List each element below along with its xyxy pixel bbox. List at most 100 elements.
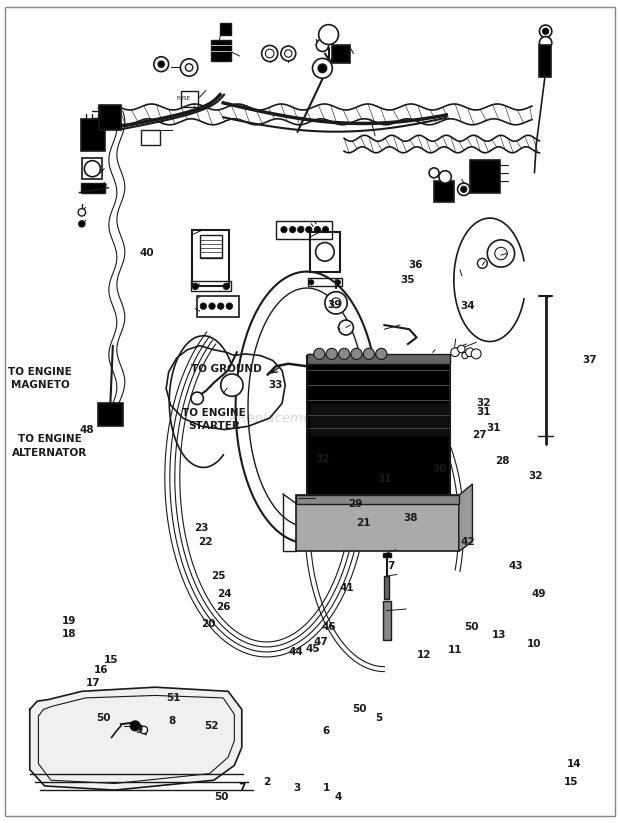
Circle shape xyxy=(221,374,243,397)
Bar xyxy=(296,495,459,551)
Bar xyxy=(383,601,391,640)
Text: FUSE: FUSE xyxy=(177,96,190,101)
Text: 27: 27 xyxy=(472,430,487,439)
Circle shape xyxy=(158,61,164,67)
Bar xyxy=(470,160,500,193)
Bar xyxy=(82,158,102,179)
Circle shape xyxy=(200,303,206,309)
Circle shape xyxy=(477,258,487,268)
Bar xyxy=(81,119,105,151)
Text: 42: 42 xyxy=(460,537,475,546)
Text: 11: 11 xyxy=(448,645,462,655)
Text: 15: 15 xyxy=(564,777,578,787)
Circle shape xyxy=(335,280,340,285)
Text: 14: 14 xyxy=(567,759,582,769)
Text: 5: 5 xyxy=(375,713,383,723)
Circle shape xyxy=(363,348,374,360)
Circle shape xyxy=(439,170,451,184)
Bar xyxy=(211,40,231,61)
Text: 19: 19 xyxy=(62,616,76,625)
Text: 35: 35 xyxy=(400,275,414,285)
Text: 10: 10 xyxy=(527,639,541,649)
Circle shape xyxy=(185,63,193,72)
Circle shape xyxy=(262,45,278,62)
Text: 34: 34 xyxy=(460,301,475,311)
Circle shape xyxy=(191,392,203,405)
Text: 29: 29 xyxy=(348,499,363,509)
Text: TO ENGINE
MAGNETO: TO ENGINE MAGNETO xyxy=(9,367,72,390)
Circle shape xyxy=(318,64,327,72)
Text: 50: 50 xyxy=(214,792,228,802)
Text: 31: 31 xyxy=(377,474,391,484)
Circle shape xyxy=(154,57,169,72)
Bar xyxy=(332,45,350,63)
Bar xyxy=(308,278,342,286)
Bar xyxy=(192,230,229,286)
Bar xyxy=(81,183,105,193)
Text: 7: 7 xyxy=(388,561,395,571)
Polygon shape xyxy=(459,484,472,551)
Circle shape xyxy=(298,226,304,233)
Circle shape xyxy=(339,348,350,360)
Circle shape xyxy=(495,247,507,260)
Circle shape xyxy=(312,58,332,78)
Text: 50: 50 xyxy=(96,713,110,723)
Bar xyxy=(276,221,332,239)
Bar xyxy=(310,403,448,436)
Polygon shape xyxy=(30,687,242,790)
Bar xyxy=(200,235,222,258)
Bar xyxy=(181,91,198,107)
Circle shape xyxy=(471,349,481,359)
Circle shape xyxy=(539,36,552,49)
Bar xyxy=(539,45,551,77)
Circle shape xyxy=(376,348,387,360)
Text: 4: 4 xyxy=(335,792,342,802)
Text: TO ENGINE
STARTER: TO ENGINE STARTER xyxy=(182,408,246,431)
Bar xyxy=(307,356,450,495)
Bar xyxy=(296,495,459,504)
Circle shape xyxy=(265,49,274,58)
Text: 37: 37 xyxy=(583,356,598,365)
Bar xyxy=(383,553,391,557)
Text: 30: 30 xyxy=(433,464,447,474)
Text: 45: 45 xyxy=(305,644,320,653)
Text: 36: 36 xyxy=(408,260,422,270)
Circle shape xyxy=(325,291,347,314)
Circle shape xyxy=(223,283,229,290)
Text: 38: 38 xyxy=(403,514,417,523)
Circle shape xyxy=(209,303,215,309)
Bar xyxy=(310,232,340,272)
Circle shape xyxy=(542,28,549,35)
Text: 18: 18 xyxy=(62,629,76,639)
Circle shape xyxy=(351,348,362,360)
Circle shape xyxy=(322,226,329,233)
Text: 43: 43 xyxy=(508,561,523,571)
Text: 7: 7 xyxy=(239,783,246,793)
Text: 2: 2 xyxy=(264,777,271,787)
Circle shape xyxy=(462,352,468,359)
Text: 33: 33 xyxy=(268,380,282,390)
Text: 50: 50 xyxy=(464,622,478,632)
Circle shape xyxy=(281,46,296,61)
Circle shape xyxy=(285,49,292,58)
Text: 20: 20 xyxy=(202,619,216,629)
Circle shape xyxy=(331,298,341,308)
Text: 21: 21 xyxy=(356,518,371,528)
Text: 16: 16 xyxy=(94,665,108,675)
Circle shape xyxy=(281,226,287,233)
Circle shape xyxy=(316,243,334,261)
Text: 8: 8 xyxy=(169,716,176,726)
Text: 41: 41 xyxy=(340,584,355,593)
Text: 31: 31 xyxy=(487,423,501,433)
Text: 40: 40 xyxy=(140,249,154,258)
Circle shape xyxy=(79,221,85,227)
Text: 32: 32 xyxy=(315,454,329,464)
Text: 17: 17 xyxy=(86,678,100,688)
Bar xyxy=(191,281,231,291)
Text: 6: 6 xyxy=(322,726,330,736)
Text: 51: 51 xyxy=(166,693,180,703)
Text: 50: 50 xyxy=(352,704,366,714)
Text: eReplacementParts.com: eReplacementParts.com xyxy=(229,412,391,425)
Text: 9: 9 xyxy=(135,725,142,735)
Text: 31: 31 xyxy=(476,407,490,416)
